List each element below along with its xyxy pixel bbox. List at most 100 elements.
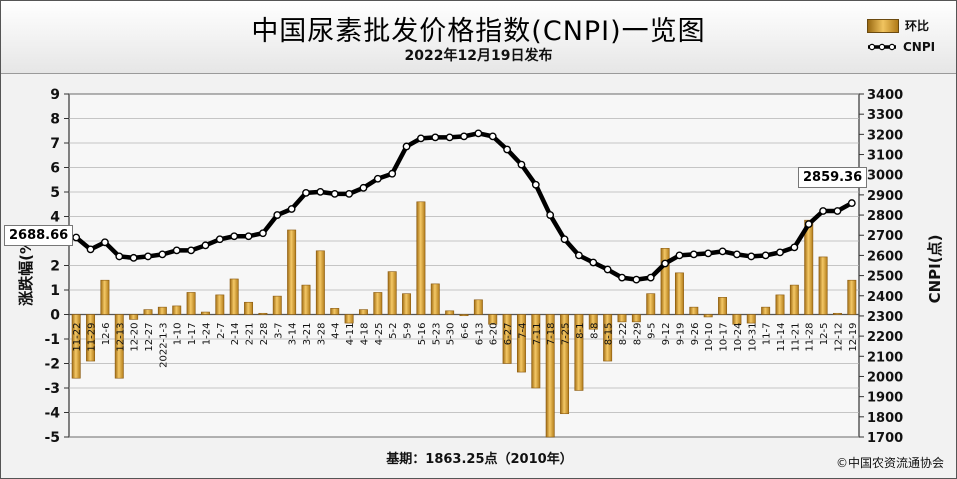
x-tick-label: 8-15	[604, 323, 615, 346]
cnpi-point-3-28	[316, 187, 325, 196]
cnpi-point-8-1	[575, 251, 583, 260]
cnpi-point-9-19	[675, 251, 684, 260]
x-tick-label: 12-20	[130, 323, 141, 352]
x-tick-label: 1-24	[201, 323, 212, 346]
bar-8-8	[588, 314, 598, 330]
y-axis-right-label: CNPI(点)	[926, 235, 944, 304]
bar-5-2	[387, 271, 397, 315]
bar-12-6	[100, 279, 110, 315]
cnpi-point-4-4	[330, 189, 339, 198]
x-tick-label: 9-26	[690, 323, 701, 346]
bar-7-4	[516, 314, 526, 373]
left-tick-label: 9	[50, 87, 60, 103]
right-tick-label: 2500	[867, 270, 903, 285]
right-tick-label: 3000	[867, 169, 903, 184]
cnpi-point-8-22	[618, 273, 626, 282]
bar-10-10	[703, 314, 713, 318]
x-tick-label: 9-19	[675, 323, 686, 346]
bar-4-4	[330, 308, 340, 315]
cnpi-point-11-7	[761, 251, 770, 260]
x-tick-label: 5-2	[388, 323, 399, 339]
x-tick-label: 2-14	[230, 323, 241, 346]
legend-line-label: CNPI	[903, 40, 936, 54]
bar-2022-1-3	[157, 306, 167, 315]
cnpi-point-12-19	[847, 199, 856, 207]
cnpi-point-2-28	[259, 229, 267, 238]
left-tick-label: 4	[50, 210, 60, 226]
bar-12-19	[847, 279, 857, 315]
x-tick-label: 6-27	[503, 323, 514, 346]
x-tick-label: 5-16	[417, 323, 428, 346]
x-tick-label: 5-23	[431, 323, 442, 346]
x-tick-label: 11-28	[805, 323, 816, 352]
left-tick-label: 1	[50, 283, 60, 299]
right-tick-label: 3200	[867, 128, 903, 143]
right-tick-label: 3300	[867, 108, 903, 123]
bar-4-25	[373, 292, 383, 315]
x-tick-label: 1-10	[173, 323, 184, 346]
right-tick-label: 3400	[867, 88, 903, 103]
bar-2-21	[244, 301, 254, 315]
bar-10-17	[718, 297, 728, 315]
right-tick-label: 1700	[867, 431, 903, 446]
x-tick-label: 12-6	[101, 323, 112, 346]
chart-subtitle: 2022年12月19日发布	[404, 48, 553, 64]
cnpi-point-7-11	[531, 180, 540, 189]
grid-lines	[69, 93, 859, 438]
right-tick-label: 3100	[867, 149, 903, 164]
cnpi-point-5-9	[402, 142, 411, 151]
right-tick-label: 2300	[867, 310, 903, 325]
bar-8-22	[617, 314, 627, 323]
x-tick-label: 3-7	[273, 323, 284, 339]
x-tick-label: 8-29	[632, 323, 643, 346]
right-tick-label: 2700	[867, 229, 903, 244]
left-tick-label: 2	[50, 259, 60, 275]
line-series	[72, 129, 856, 284]
bar-2-28	[258, 312, 268, 315]
cnpi-point-10-10	[704, 249, 713, 258]
left-tick-label: -2	[44, 357, 60, 373]
cnpi-point-8-15	[603, 265, 612, 274]
x-tick-label: 11-21	[790, 323, 801, 352]
legend-bar-label: 环比	[905, 19, 930, 33]
base-period-note: 基期：1863.25点（2010年）	[386, 452, 573, 467]
left-axis: 9876543210-1-2-3-4-5	[44, 87, 69, 446]
x-tick-label: 1-17	[187, 323, 198, 346]
right-tick-label: 2900	[867, 189, 903, 204]
x-tick-label: 8-22	[618, 323, 629, 346]
bar-6-6	[459, 314, 469, 317]
bar-1-10	[172, 305, 182, 315]
cnpi-point-6-6	[460, 132, 468, 141]
bar-9-12	[660, 248, 670, 315]
combo-chart: 9876543210-1-2-3-4-5 3400330032003100300…	[17, 87, 944, 446]
x-tick-label: 5-30	[446, 323, 457, 346]
x-tick-label: 5-9	[403, 323, 414, 339]
copyright-note: ©中国农资流通协会	[835, 456, 944, 470]
bar-8-15	[603, 314, 613, 362]
bar-11-22	[71, 314, 81, 379]
legend-bar-swatch	[867, 18, 899, 33]
bar-12-5	[818, 256, 828, 315]
bar-11-14	[775, 294, 785, 315]
left-tick-label: 0	[50, 308, 60, 324]
right-tick-label: 2000	[867, 370, 903, 385]
right-tick-label: 2100	[867, 350, 903, 365]
bar-10-31	[746, 314, 756, 324]
cnpi-point-5-30	[445, 133, 454, 142]
bar-2-7	[215, 294, 225, 315]
cnpi-point-4-25	[373, 174, 382, 183]
cnpi-point-3-21	[302, 188, 310, 197]
x-tick-label: 4-11	[345, 323, 356, 346]
cnpi-point-12-6	[101, 238, 109, 247]
left-tick-label: 8	[50, 112, 60, 128]
left-tick-label: 6	[50, 161, 60, 177]
cnpi-point-4-11	[345, 189, 353, 198]
x-tick-label: 7-4	[517, 323, 528, 339]
x-tick-label: 10-31	[747, 323, 758, 352]
cnpi-point-12-5	[819, 207, 827, 215]
y-axis-left-label: 涨跌幅(%)	[17, 232, 35, 306]
x-tick-label: 10-24	[733, 323, 744, 352]
cnpi-point-3-14	[287, 205, 296, 213]
bar-3-14	[287, 229, 297, 315]
cnpi-point-11-29	[86, 245, 95, 254]
